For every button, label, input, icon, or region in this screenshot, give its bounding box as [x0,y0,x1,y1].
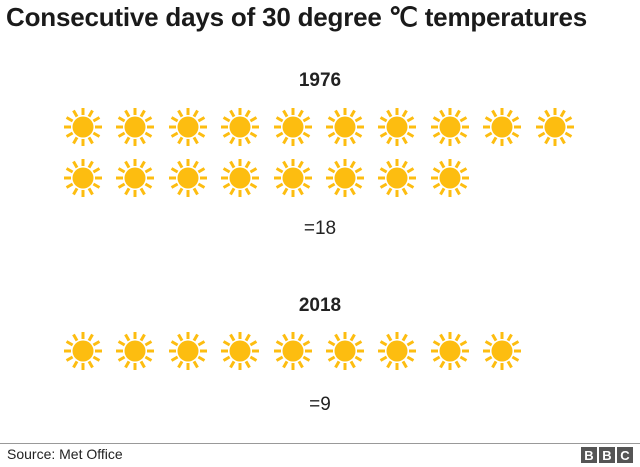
bbc-logo-letter: B [599,447,615,463]
sun-icon [482,331,522,371]
bbc-logo: B B C [581,447,633,463]
sun-icon [168,331,208,371]
sun-icon [377,331,417,371]
sun-icon [325,158,365,198]
sun-icon [482,107,522,147]
year-label-1976: 1976 [298,70,342,91]
source-note: Source: Met Office [7,446,123,462]
bbc-logo-letter: B [581,447,597,463]
bbc-logo-letter: C [617,447,633,463]
count-label-2018: =9 [309,394,331,415]
sun-icon [535,107,575,147]
sun-icon [430,107,470,147]
sun-icon [325,331,365,371]
sun-icon [325,107,365,147]
year-label-2018: 2018 [298,295,342,316]
footer-divider [0,443,640,444]
sun-icon [377,158,417,198]
sun-icon [430,331,470,371]
sun-icon [220,158,260,198]
sun-icon [63,158,103,198]
sun-icon [220,331,260,371]
sun-icon [115,158,155,198]
sun-icon [168,158,208,198]
sun-icon [273,331,313,371]
sun-icon [273,158,313,198]
sun-icon [63,107,103,147]
sun-icon [115,107,155,147]
sun-icon [63,331,103,371]
count-label-1976: =18 [303,218,337,239]
sun-icon [168,107,208,147]
chart-title: Consecutive days of 30 degree ℃ temperat… [6,2,588,32]
sun-icon [273,107,313,147]
sun-icon [220,107,260,147]
sun-icon [430,158,470,198]
sun-icon [377,107,417,147]
sun-icon [115,331,155,371]
